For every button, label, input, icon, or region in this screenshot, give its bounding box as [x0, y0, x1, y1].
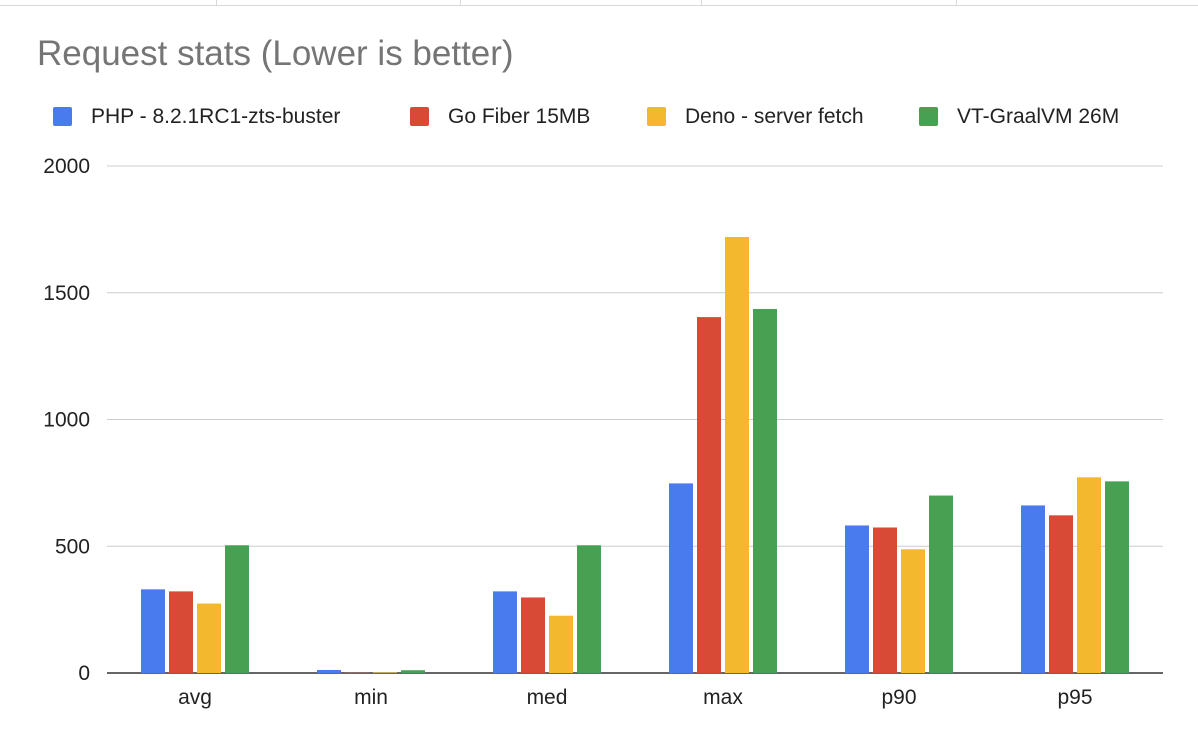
bar-p95-series-3[interactable] — [1077, 477, 1101, 673]
legend-swatch-deno — [647, 107, 666, 126]
y-tick-label: 1500 — [43, 282, 90, 305]
x-tick-label-min: min — [354, 686, 388, 709]
y-tick-label: 0 — [78, 662, 90, 685]
bar-avg-series-2[interactable] — [169, 591, 193, 673]
legend-label-deno: Deno - server fetch — [685, 105, 864, 128]
column-divider — [216, 0, 217, 6]
bar-p90-series-3[interactable] — [901, 549, 925, 673]
bar-med-series-2[interactable] — [521, 597, 545, 673]
x-tick-label-p95: p95 — [1057, 686, 1092, 709]
y-tick-label: 2000 — [43, 155, 90, 178]
bar-med-series-3[interactable] — [549, 615, 573, 673]
gridlines — [107, 165, 1163, 674]
bar-p95-series-2[interactable] — [1049, 515, 1073, 673]
bars — [141, 236, 1129, 674]
bar-max-series-3[interactable] — [725, 236, 749, 674]
bar-avg-series-3[interactable] — [197, 603, 221, 673]
x-tick-label-med: med — [527, 686, 568, 709]
y-tick-label: 500 — [55, 535, 90, 558]
column-divider — [956, 0, 957, 6]
x-tick-label-p90: p90 — [881, 686, 916, 709]
y-axis: 0 500 1000 1500 2000 — [43, 155, 90, 685]
bar-max-series-4[interactable] — [753, 308, 777, 673]
x-axis: avg min med max p90 p95 — [178, 686, 1092, 709]
bar-min-series-4[interactable] — [401, 670, 425, 673]
legend-swatch-php — [53, 107, 72, 126]
x-tick-label-avg: avg — [178, 686, 212, 709]
chart-title: Request stats (Lower is better) — [37, 34, 514, 73]
column-divider — [701, 0, 702, 6]
bar-med-series-1[interactable] — [493, 591, 517, 673]
legend-swatch-vt-graalvm — [919, 107, 938, 126]
column-divider — [460, 0, 461, 6]
bar-avg-series-1[interactable] — [141, 589, 165, 673]
bar-p95-series-1[interactable] — [1021, 505, 1045, 673]
bar-max-series-2[interactable] — [697, 317, 721, 673]
bar-avg-series-4[interactable] — [225, 545, 249, 673]
bar-p95-series-4[interactable] — [1105, 481, 1129, 673]
legend-label-go-fiber: Go Fiber 15MB — [448, 105, 591, 128]
legend-label-php: PHP - 8.2.1RC1-zts-buster — [91, 105, 341, 128]
chart-legend: PHP - 8.2.1RC1-zts-buster Go Fiber 15MB … — [53, 104, 1163, 130]
bar-max-series-1[interactable] — [669, 483, 693, 673]
sheet-top-border — [0, 0, 1198, 6]
bar-min-series-3[interactable] — [373, 672, 397, 673]
bar-p90-series-1[interactable] — [845, 525, 869, 673]
bar-p90-series-2[interactable] — [873, 527, 897, 673]
legend-swatch-go-fiber — [410, 107, 429, 126]
bar-min-series-1[interactable] — [317, 669, 341, 673]
bar-med-series-4[interactable] — [577, 545, 601, 673]
legend-label-vt-graalvm: VT-GraalVM 26M — [957, 105, 1120, 128]
bar-p90-series-4[interactable] — [929, 495, 953, 673]
x-tick-label-max: max — [703, 686, 743, 709]
y-tick-label: 1000 — [43, 409, 90, 432]
